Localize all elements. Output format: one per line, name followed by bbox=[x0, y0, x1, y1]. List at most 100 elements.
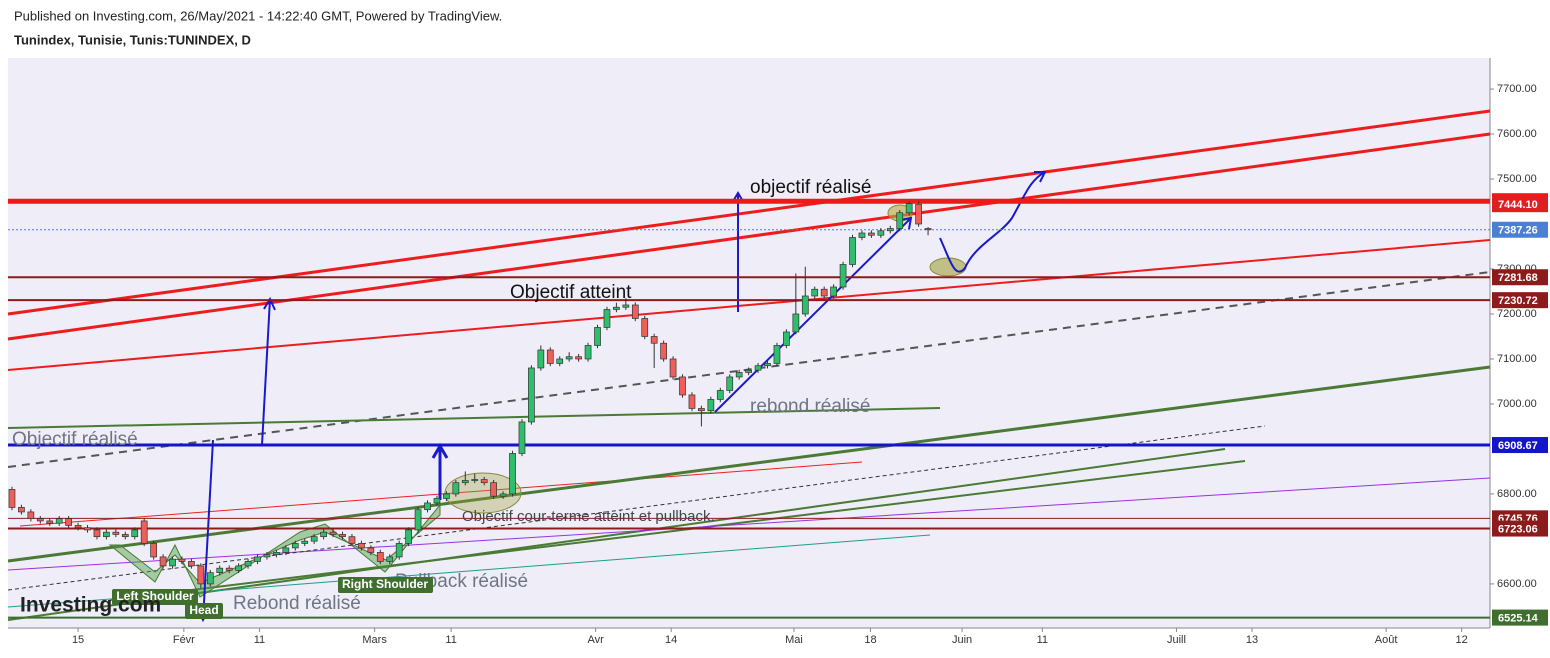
candle-body bbox=[584, 345, 592, 360]
candle-body bbox=[594, 327, 601, 346]
y-tick-label: 6600.00 bbox=[1497, 578, 1537, 590]
candle-body bbox=[93, 529, 101, 538]
y-tick-label: 7100.00 bbox=[1497, 353, 1537, 365]
pattern-label: Right Shoulder bbox=[342, 577, 428, 591]
annotation: rebond réalisé bbox=[750, 396, 870, 417]
candles bbox=[8, 201, 932, 589]
candle-body bbox=[613, 306, 620, 310]
candle-body bbox=[650, 336, 658, 344]
trendline bbox=[109, 460, 1246, 601]
candle-body bbox=[329, 531, 337, 535]
candle-body bbox=[565, 356, 573, 360]
y-tick-label: 7500.00 bbox=[1497, 173, 1537, 185]
trendline bbox=[7, 425, 1266, 591]
candle-body bbox=[376, 552, 384, 562]
trendline bbox=[7, 407, 941, 429]
candle-body bbox=[169, 558, 176, 567]
candle-body bbox=[225, 567, 233, 571]
candle-body bbox=[575, 356, 582, 360]
candle-body bbox=[310, 536, 318, 542]
candle-body bbox=[395, 543, 403, 558]
pattern-label-box bbox=[185, 603, 223, 619]
candle-body bbox=[46, 520, 54, 524]
candle-body bbox=[27, 511, 35, 520]
candle-body bbox=[36, 518, 44, 522]
annotation: objectif réalisé bbox=[750, 177, 871, 198]
candle-body bbox=[178, 558, 186, 562]
y-tick-label: 7700.00 bbox=[1497, 83, 1537, 95]
candle-body bbox=[339, 534, 346, 538]
candle-body bbox=[877, 230, 885, 236]
candle-body bbox=[433, 498, 441, 504]
candle-body bbox=[811, 288, 819, 297]
x-tick-label: Août bbox=[1375, 634, 1398, 646]
price-label: 7444.10 bbox=[1498, 199, 1538, 211]
x-tick-label: Juill bbox=[1167, 634, 1186, 646]
candle-body bbox=[556, 358, 564, 364]
candle-body bbox=[471, 479, 479, 481]
candle-body bbox=[320, 531, 327, 538]
candle-body bbox=[669, 358, 677, 378]
trendline bbox=[7, 239, 1491, 371]
candle-body bbox=[480, 479, 488, 484]
y-tick-label: 7200.00 bbox=[1497, 308, 1537, 320]
logo: Investing.com bbox=[20, 594, 161, 617]
price-label: 7387.26 bbox=[1498, 225, 1538, 237]
x-tick-label: Mai bbox=[785, 634, 803, 646]
annotation: Objectif réalisé bbox=[12, 429, 138, 450]
candle-body bbox=[915, 203, 922, 225]
candle-body bbox=[8, 489, 16, 508]
trendline bbox=[7, 477, 1491, 571]
candle-body bbox=[886, 228, 894, 232]
candle-body bbox=[537, 349, 545, 369]
candle-body bbox=[868, 232, 875, 236]
x-tick-label: Avr bbox=[587, 634, 604, 646]
candle-body bbox=[358, 543, 365, 549]
candle-body bbox=[858, 232, 866, 238]
candle-body bbox=[405, 529, 412, 544]
x-tick-label: 11 bbox=[445, 634, 456, 646]
candle-body bbox=[414, 509, 422, 531]
candle-body bbox=[150, 543, 157, 558]
candle-body bbox=[18, 507, 25, 513]
trendline bbox=[7, 109, 1491, 316]
projection-path bbox=[939, 171, 1047, 273]
candle-body bbox=[291, 543, 299, 549]
candle-body bbox=[55, 518, 63, 524]
candle-body bbox=[112, 531, 120, 535]
y-tick-label: 7000.00 bbox=[1497, 398, 1537, 410]
candle-body bbox=[792, 313, 800, 333]
price-label-box bbox=[1492, 292, 1548, 309]
price-label-box bbox=[1492, 437, 1548, 454]
price-label: 7281.68 bbox=[1498, 272, 1538, 284]
highlight-ellipse bbox=[929, 257, 967, 277]
x-tick-label: 12 bbox=[1456, 634, 1468, 646]
x-tick-label: 13 bbox=[1246, 634, 1258, 646]
candle-body bbox=[830, 286, 837, 297]
candle-body bbox=[452, 482, 460, 495]
candle-body bbox=[924, 228, 932, 231]
candle-body bbox=[301, 540, 309, 544]
candle-body bbox=[839, 264, 847, 288]
chart-title: Tunindex, Tunisie, Tunis:TUNINDEX, D bbox=[14, 32, 251, 47]
candle-body bbox=[367, 547, 375, 553]
candle-body bbox=[546, 349, 554, 364]
candle-body bbox=[84, 527, 91, 531]
candle-body bbox=[121, 534, 129, 538]
axes: 6600.006800.007000.007100.007200.007300.… bbox=[72, 83, 1548, 646]
x-tick-label: 14 bbox=[665, 634, 677, 646]
candle-body bbox=[631, 304, 639, 319]
candle-body bbox=[698, 408, 705, 412]
pattern-label: Left Shoulder bbox=[116, 589, 194, 603]
x-tick-label: 11 bbox=[254, 634, 265, 646]
candle-body bbox=[235, 565, 242, 571]
candle-body bbox=[65, 518, 72, 526]
source-line: Published on Investing.com, 26/May/2021 … bbox=[14, 8, 502, 23]
candle-body bbox=[603, 309, 611, 328]
plot-area bbox=[8, 58, 1490, 628]
head-shoulders-pattern bbox=[108, 503, 441, 598]
candle-body bbox=[461, 480, 469, 484]
candle-body bbox=[103, 531, 110, 538]
candle-body bbox=[386, 556, 394, 562]
